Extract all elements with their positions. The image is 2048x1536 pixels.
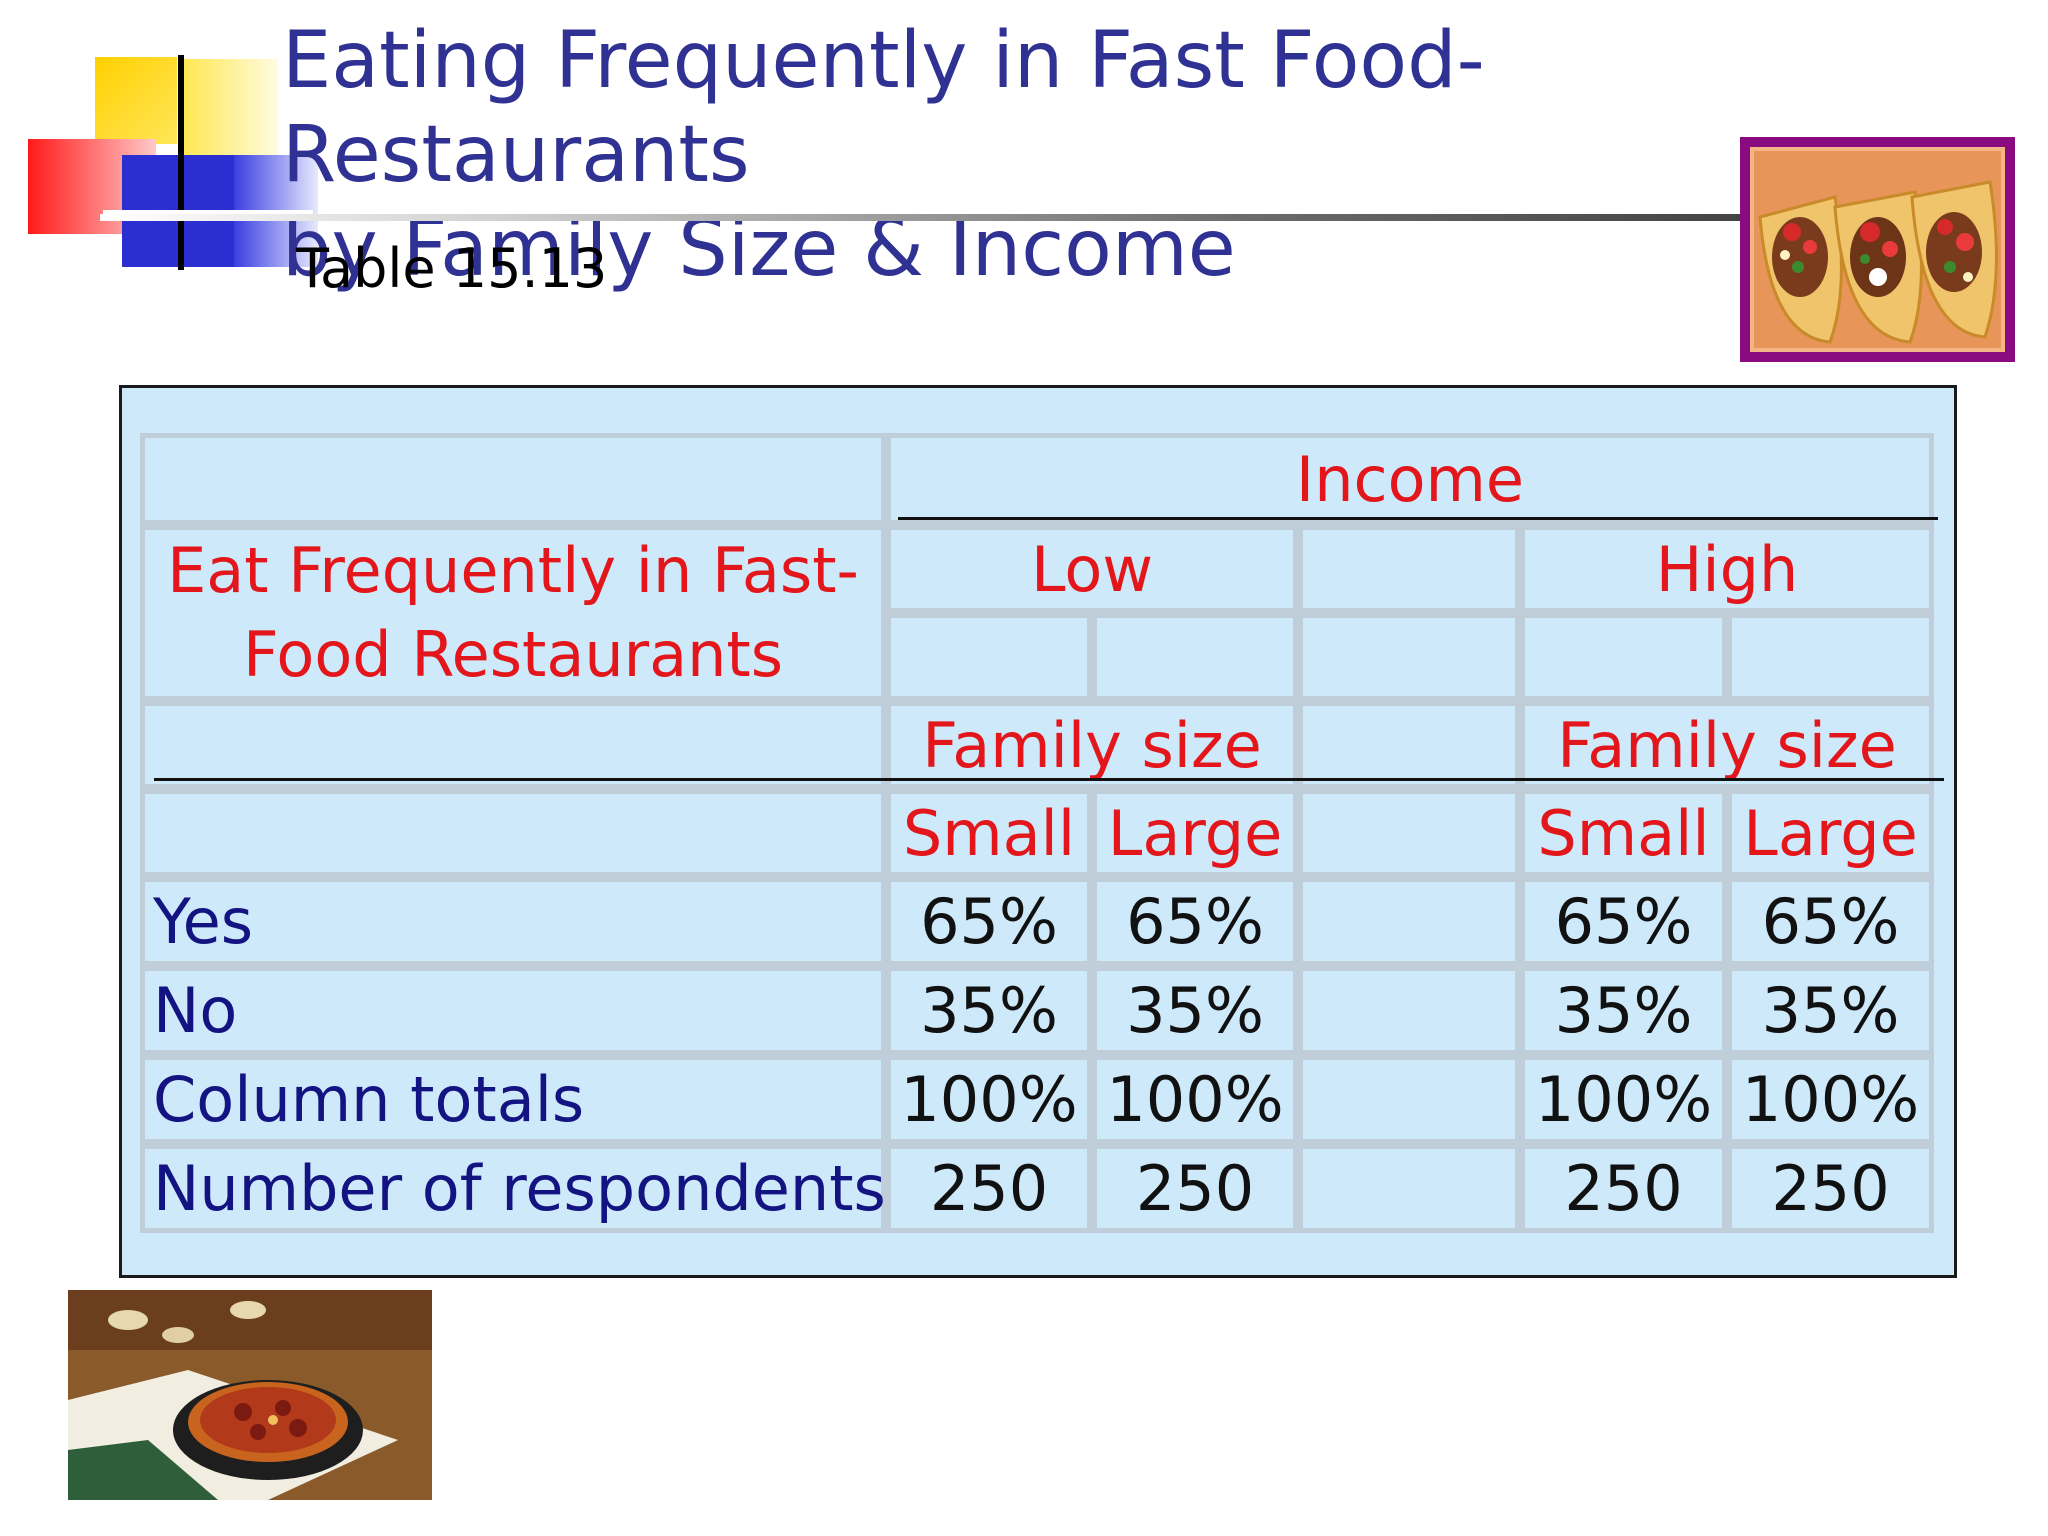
table-number-label: Table 15.13 (296, 237, 608, 300)
table-cell: 100% (1520, 1055, 1727, 1144)
table-cell: 250 (1727, 1144, 1934, 1233)
row-label: Column totals (140, 1055, 886, 1144)
income-header: Income (886, 433, 1934, 525)
table-cell: 250 (1092, 1144, 1298, 1233)
taco-photo (1740, 137, 2015, 362)
income-low-header: Low (886, 525, 1298, 613)
table-cell: 35% (1092, 966, 1298, 1055)
taco-3 (1910, 180, 1998, 339)
table-cell: 65% (886, 877, 1092, 966)
title-line-1: Eating Frequently in Fast Food-Restauran… (282, 16, 1485, 200)
blank-cell (1092, 613, 1298, 701)
blank-cell (1727, 613, 1934, 701)
table-cell: 250 (886, 1144, 1092, 1233)
table-panel: Income Eat Frequently in Fast- Food Rest… (119, 385, 1957, 1278)
table-cell: 35% (1520, 966, 1727, 1055)
taco-2 (1833, 190, 1923, 344)
table-cell: 100% (886, 1055, 1092, 1144)
row-label: Number of respondents (140, 1144, 886, 1233)
family-size-underline (154, 778, 1944, 781)
table-cell: 65% (1727, 877, 1934, 966)
table-cell: 65% (1092, 877, 1298, 966)
family-size-header-high: Family size (1520, 701, 1934, 789)
row-header-label: Eat Frequently in Fast- Food Restaurants (140, 525, 886, 701)
blank-cell (140, 701, 886, 789)
income-high-header: High (1520, 525, 1934, 613)
table-cell: 65% (1520, 877, 1727, 966)
blank-cell (1520, 613, 1727, 701)
family-size-header-low: Family size (886, 701, 1298, 789)
column-header: Small (1520, 789, 1727, 877)
title-divider (100, 214, 1740, 221)
row-label: No (140, 966, 886, 1055)
row-header-line-1: Eat Frequently in Fast- (167, 534, 859, 607)
spacer-cell (1298, 613, 1520, 701)
spacer-cell (1298, 1055, 1520, 1144)
table-cell: 100% (1727, 1055, 1934, 1144)
table-cell: 250 (1520, 1144, 1727, 1233)
table-cell: 35% (1727, 966, 1934, 1055)
spacer-cell (1298, 789, 1520, 877)
table-cell: 100% (1092, 1055, 1298, 1144)
pizza-photo (68, 1290, 432, 1500)
column-header: Large (1727, 789, 1934, 877)
column-header: Large (1092, 789, 1298, 877)
blank-cell (886, 613, 1092, 701)
spacer-cell (1298, 1144, 1520, 1233)
row-header-line-2: Food Restaurants (242, 618, 784, 691)
spacer-cell (1298, 701, 1520, 789)
income-underline (898, 517, 1938, 520)
row-label: Yes (140, 877, 886, 966)
column-header: Small (886, 789, 1092, 877)
spacer-cell (1298, 966, 1520, 1055)
spacer-cell (1298, 525, 1520, 613)
header-blank-cell (140, 433, 886, 525)
blank-cell (140, 789, 886, 877)
table-cell: 35% (886, 966, 1092, 1055)
spacer-cell (1298, 877, 1520, 966)
decorative-squares (28, 55, 318, 270)
